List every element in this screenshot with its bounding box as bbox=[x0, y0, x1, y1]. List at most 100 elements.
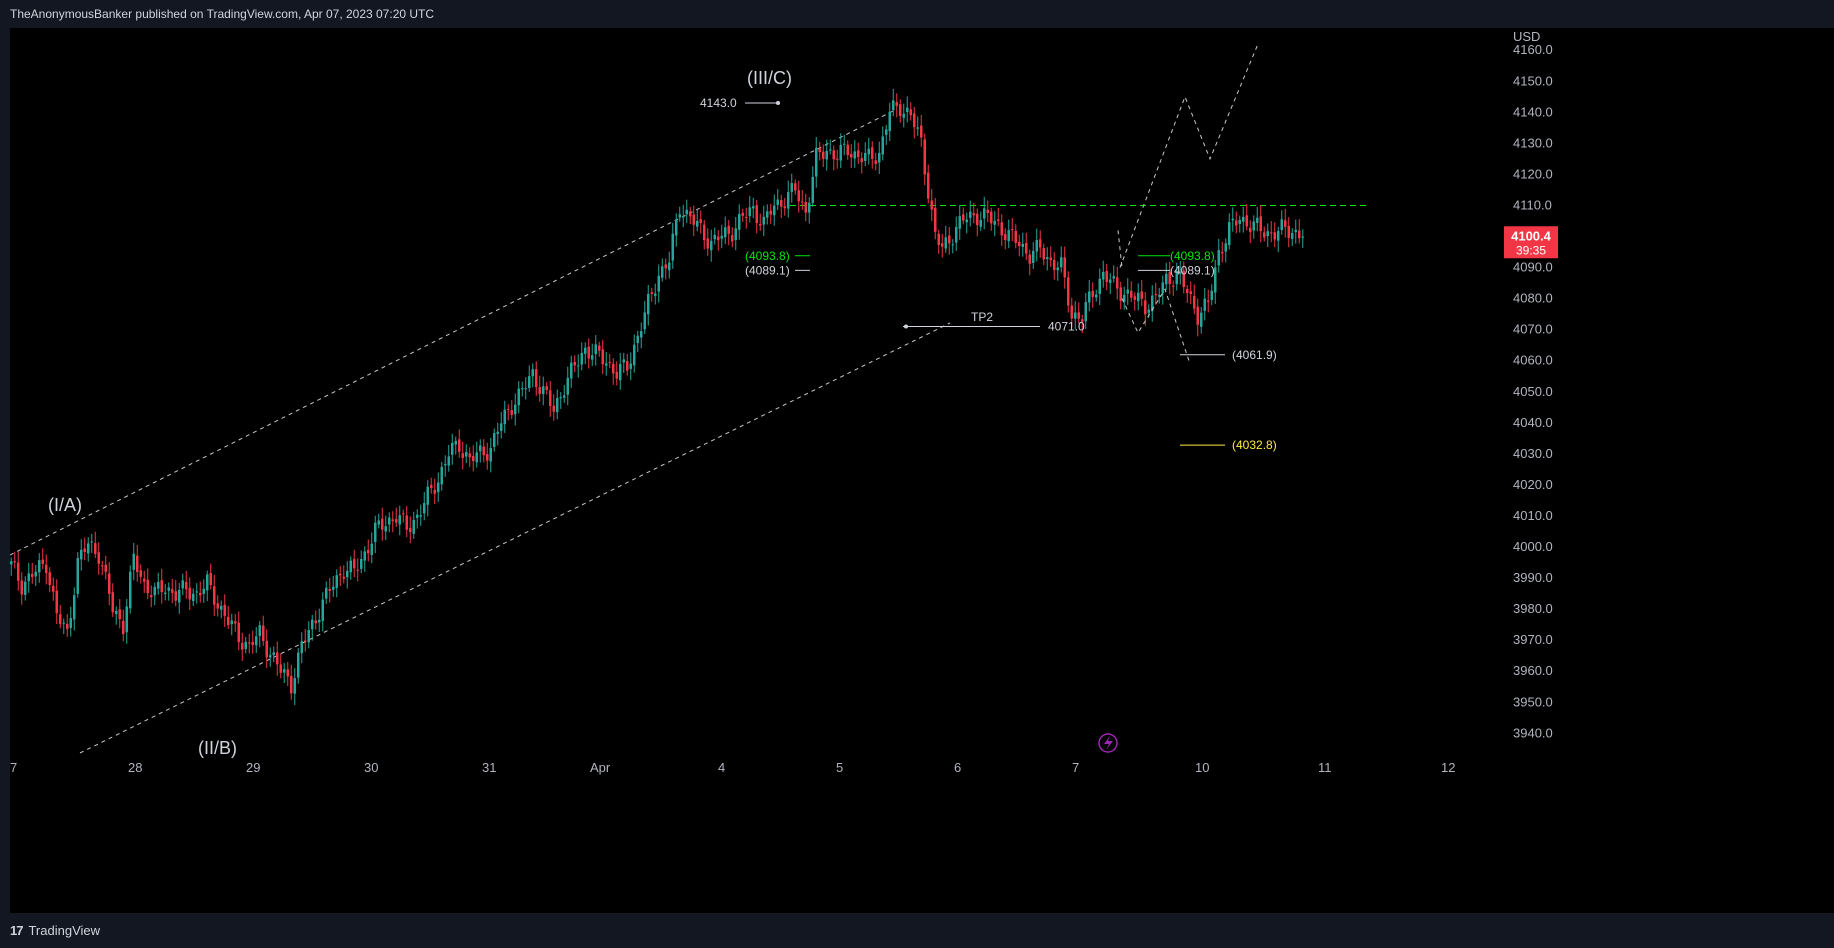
x-tick-label: 12 bbox=[1441, 760, 1455, 775]
candle-body bbox=[447, 456, 450, 466]
y-tick-label: 4160.0 bbox=[1513, 42, 1553, 57]
candle-body bbox=[850, 154, 853, 158]
wave-label-2: (II/B) bbox=[198, 738, 237, 758]
candle-body bbox=[1182, 270, 1185, 288]
candle-body bbox=[108, 573, 111, 594]
candle-body bbox=[902, 113, 905, 118]
candle-body bbox=[1175, 271, 1178, 285]
candle-body bbox=[804, 202, 807, 213]
x-tick-label: 10 bbox=[1195, 760, 1209, 775]
candle-body bbox=[321, 599, 324, 621]
candle-body bbox=[825, 150, 828, 160]
y-tick-label: 4140.0 bbox=[1513, 104, 1553, 119]
candle-body bbox=[552, 405, 555, 412]
candle-body bbox=[90, 541, 93, 543]
brand-name[interactable]: TradingView bbox=[28, 923, 101, 938]
candle-body bbox=[1165, 273, 1168, 285]
x-tick-label: Apr bbox=[590, 760, 611, 775]
candle-body bbox=[741, 212, 744, 216]
time-axis[interactable]: 7 28 29 30 31 Apr 4 5 6 7 10 11 12 bbox=[10, 760, 1455, 775]
candle-body bbox=[265, 640, 268, 658]
candle-body bbox=[591, 355, 594, 360]
level-label: 4143.0 bbox=[700, 96, 737, 110]
candle-body bbox=[993, 220, 996, 225]
candle-body bbox=[619, 363, 622, 381]
candle-body bbox=[948, 235, 951, 244]
candle-body bbox=[846, 144, 849, 156]
candle-body bbox=[881, 136, 884, 155]
candle-body bbox=[1284, 220, 1287, 227]
candle-body bbox=[843, 143, 846, 145]
candle-body bbox=[818, 148, 821, 153]
candle-body bbox=[1235, 220, 1238, 226]
candle-body bbox=[1179, 272, 1182, 274]
candle-body bbox=[1133, 296, 1136, 300]
y-tick-label: 3960.0 bbox=[1513, 663, 1553, 678]
channel-lines bbox=[10, 109, 1370, 754]
candle-body bbox=[87, 543, 90, 554]
candle-body bbox=[1140, 291, 1143, 299]
candle-body bbox=[1070, 305, 1073, 319]
candle-body bbox=[94, 543, 97, 554]
candle-body bbox=[370, 543, 373, 555]
candle-body bbox=[454, 440, 457, 445]
candle-body bbox=[1021, 243, 1024, 247]
candle-body bbox=[230, 620, 233, 625]
x-tick-label: 7 bbox=[1072, 760, 1079, 775]
candle-body bbox=[10, 561, 13, 565]
candle-body bbox=[699, 219, 702, 223]
candle-body bbox=[920, 125, 923, 138]
candle-body bbox=[45, 564, 48, 574]
candle-body bbox=[510, 410, 513, 415]
candle-body bbox=[986, 209, 989, 214]
candle-body bbox=[944, 237, 947, 249]
candle-body bbox=[762, 216, 765, 225]
candle-body bbox=[1207, 300, 1210, 302]
candle-body bbox=[965, 219, 968, 223]
candle-body bbox=[395, 519, 398, 523]
price-chart[interactable]: 4143.0(4093.8)(4089.1)4071.0(4093.8)(408… bbox=[10, 28, 1834, 913]
candle-body bbox=[398, 515, 401, 525]
y-tick-label: 4020.0 bbox=[1513, 477, 1553, 492]
candle-body bbox=[643, 312, 646, 330]
candle-body bbox=[958, 216, 961, 229]
candle-body bbox=[286, 669, 289, 677]
candle-body bbox=[853, 151, 856, 159]
x-tick-label: 31 bbox=[482, 760, 496, 775]
y-tick-label: 4150.0 bbox=[1513, 73, 1553, 88]
candle-body bbox=[1189, 291, 1192, 295]
publish-header: TheAnonymousBanker published on TradingV… bbox=[0, 0, 1834, 28]
candle-body bbox=[1168, 272, 1171, 284]
y-tick-label: 4010.0 bbox=[1513, 508, 1553, 523]
level-label: (4061.9) bbox=[1232, 348, 1277, 362]
candle-body bbox=[717, 236, 720, 241]
candle-body bbox=[307, 629, 310, 643]
projection-paths bbox=[1117, 43, 1259, 364]
candle-body bbox=[1301, 236, 1304, 238]
candle-body bbox=[1109, 279, 1112, 283]
candle-body bbox=[587, 346, 590, 359]
projection-up-path bbox=[1119, 43, 1259, 268]
y-tick-label: 4130.0 bbox=[1513, 135, 1553, 150]
candle-body bbox=[188, 587, 191, 600]
candle-body bbox=[111, 592, 114, 613]
candle-body bbox=[374, 522, 377, 542]
candle-body bbox=[55, 590, 58, 614]
candle-body bbox=[220, 605, 223, 610]
candle-body bbox=[955, 226, 958, 243]
chart-pane[interactable]: 4143.0 (4093.8) (4089.1) 4071.0 (4093.8) (408… bbox=[10, 28, 1834, 913]
candle-body bbox=[1280, 219, 1283, 231]
flash-icon[interactable] bbox=[1098, 733, 1118, 753]
candle-body bbox=[538, 387, 541, 394]
price-axis[interactable]: USD 3940.0 3950.0 3960.0 3970.0 3980.0 3990.0 4… bbox=[1513, 29, 1553, 740]
candle-body bbox=[1137, 292, 1140, 302]
candle-body bbox=[794, 183, 797, 191]
candle-body bbox=[790, 183, 793, 192]
candle-body bbox=[325, 587, 328, 599]
level-marker bbox=[776, 100, 780, 105]
candle-body bbox=[584, 347, 587, 354]
tradingview-logo-icon[interactable]: 17 bbox=[10, 923, 24, 938]
candle-body bbox=[27, 573, 30, 582]
candle-body bbox=[605, 363, 608, 366]
candle-body bbox=[1214, 267, 1217, 293]
